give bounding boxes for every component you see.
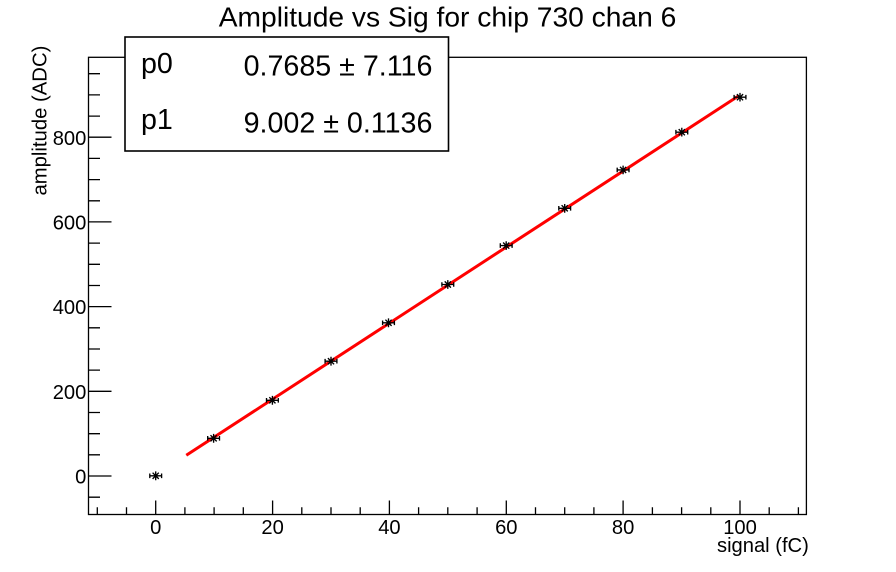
svg-text:200: 200 bbox=[53, 382, 87, 404]
svg-text:p0: p0 bbox=[141, 48, 173, 80]
svg-text:800: 800 bbox=[53, 128, 87, 150]
svg-text:40: 40 bbox=[378, 517, 400, 539]
svg-text:0: 0 bbox=[75, 467, 86, 489]
svg-text:60: 60 bbox=[495, 517, 517, 539]
svg-text:amplitude (ADC): amplitude (ADC) bbox=[30, 46, 52, 196]
svg-text:0: 0 bbox=[150, 517, 161, 539]
svg-text:0.7685 ± 7.116: 0.7685 ± 7.116 bbox=[244, 50, 433, 82]
svg-text:9.002 ± 0.1136: 9.002 ± 0.1136 bbox=[244, 107, 433, 139]
svg-text:signal (fC): signal (fC) bbox=[717, 535, 809, 557]
svg-text:80: 80 bbox=[612, 517, 634, 539]
svg-text:100: 100 bbox=[723, 517, 757, 539]
svg-text:Amplitude vs Sig for chip 730: Amplitude vs Sig for chip 730 chan 6 bbox=[219, 1, 677, 33]
svg-text:400: 400 bbox=[53, 297, 87, 319]
svg-text:600: 600 bbox=[53, 213, 87, 235]
svg-text:20: 20 bbox=[261, 517, 283, 539]
svg-text:p1: p1 bbox=[141, 104, 173, 136]
